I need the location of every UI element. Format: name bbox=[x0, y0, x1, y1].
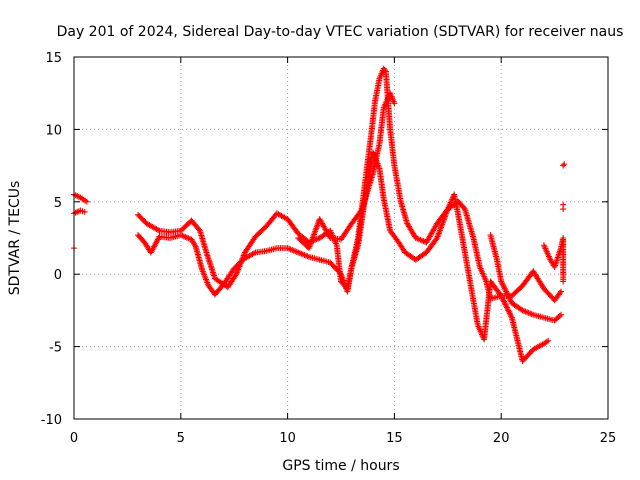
data-point-marker bbox=[503, 288, 510, 295]
x-tick-label: 25 bbox=[600, 431, 617, 446]
axis-ticks: 0 5 10 15 20 25 -10 -5 0 5 10 15 bbox=[41, 51, 617, 446]
data-point-marker bbox=[558, 311, 565, 318]
data-point-marker bbox=[560, 278, 567, 285]
y-tick-label: 15 bbox=[45, 51, 62, 66]
data-point-marker bbox=[507, 311, 514, 318]
x-tick-label: 10 bbox=[279, 431, 296, 446]
y-tick-label: -5 bbox=[49, 341, 62, 356]
data-point-marker bbox=[503, 304, 510, 311]
plot-frame bbox=[73, 56, 609, 420]
x-tick-label: 5 bbox=[177, 431, 185, 446]
data-point-marker bbox=[543, 338, 550, 345]
data-point-marker bbox=[498, 279, 505, 286]
y-tick-label: 10 bbox=[45, 123, 62, 138]
data-point-marker bbox=[381, 67, 388, 74]
data-point-marker bbox=[501, 285, 508, 292]
data-point-marker bbox=[561, 161, 568, 168]
data-point-marker bbox=[502, 301, 509, 308]
data-point-marker bbox=[556, 312, 563, 319]
data-point-marker bbox=[83, 198, 90, 205]
data-point-marker bbox=[545, 337, 552, 344]
data-point-marker bbox=[508, 313, 515, 320]
data-point-marker bbox=[498, 278, 505, 285]
series-upper-track bbox=[71, 65, 565, 304]
data-point-marker bbox=[191, 242, 198, 249]
data-points bbox=[71, 65, 568, 365]
data-point-marker bbox=[81, 208, 88, 215]
data-point-marker bbox=[506, 295, 513, 302]
data-point-marker bbox=[558, 288, 565, 295]
data-point-marker bbox=[506, 310, 513, 317]
x-tick-label: 20 bbox=[493, 431, 510, 446]
series-isolated bbox=[71, 161, 568, 252]
data-point-marker bbox=[503, 303, 510, 310]
data-point-marker bbox=[499, 281, 506, 288]
data-point-marker bbox=[505, 307, 512, 314]
x-axis-label: GPS time / hours bbox=[282, 458, 399, 474]
data-point-marker bbox=[506, 308, 513, 315]
data-point-marker bbox=[505, 292, 512, 299]
data-point-marker bbox=[500, 282, 507, 289]
series-third-track bbox=[295, 90, 567, 324]
data-point-marker bbox=[503, 290, 510, 297]
data-point-marker bbox=[155, 235, 162, 241]
data-point-marker bbox=[358, 207, 365, 214]
data-point-marker bbox=[502, 287, 509, 294]
data-point-marker bbox=[391, 100, 398, 107]
chart-title: Day 201 of 2024, Sidereal Day-to-day VTE… bbox=[57, 24, 624, 40]
data-point-marker bbox=[507, 297, 514, 304]
y-axis-label: SDTVAR / TECUs bbox=[7, 181, 23, 296]
data-point-marker bbox=[560, 206, 567, 213]
data-point-marker bbox=[501, 298, 508, 305]
data-point-marker bbox=[504, 305, 511, 312]
x-tick-label: 15 bbox=[386, 431, 403, 446]
data-point-marker bbox=[501, 300, 508, 307]
y-tick-label: -10 bbox=[41, 413, 62, 428]
y-tick-label: 0 bbox=[54, 268, 62, 283]
x-tick-label: 0 bbox=[70, 431, 78, 446]
data-point-marker bbox=[155, 226, 162, 233]
data-point-marker bbox=[504, 291, 511, 298]
data-point-marker bbox=[556, 290, 563, 297]
data-point-marker bbox=[506, 294, 513, 301]
y-tick-label: 5 bbox=[54, 196, 62, 211]
data-point-marker bbox=[501, 284, 508, 291]
data-point-marker bbox=[560, 162, 567, 169]
